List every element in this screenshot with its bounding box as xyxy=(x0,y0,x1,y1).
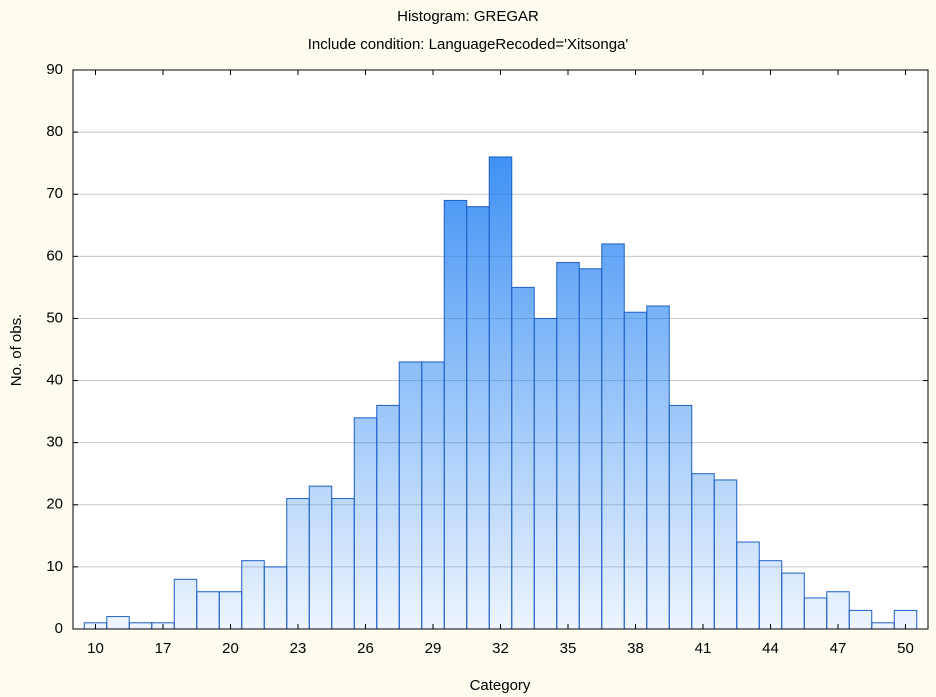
y-axis-label: No. of obs. xyxy=(8,314,25,387)
bar xyxy=(511,286,535,630)
bar xyxy=(106,616,130,630)
bar xyxy=(623,311,648,630)
x-tick-label: 50 xyxy=(897,640,914,657)
bar xyxy=(533,317,558,630)
chart-subtitle: Include condition: LanguageRecoded='Xits… xyxy=(308,36,629,53)
bar xyxy=(196,591,220,630)
plot-frame xyxy=(72,69,929,630)
bar xyxy=(758,560,783,630)
x-tick-label: 26 xyxy=(357,640,374,657)
bar xyxy=(466,206,490,630)
bar xyxy=(781,572,805,630)
bar xyxy=(578,268,603,630)
y-tick-label: 90 xyxy=(46,61,63,78)
bar xyxy=(826,591,850,630)
bar xyxy=(668,404,693,630)
bar xyxy=(646,305,670,630)
x-tick-label: 44 xyxy=(762,640,779,657)
x-axis-label: Category xyxy=(470,677,531,694)
y-tick-label: 70 xyxy=(46,185,63,202)
chart-title: Histogram: GREGAR xyxy=(397,8,539,25)
bar xyxy=(736,541,760,630)
y-tick-label: 0 xyxy=(55,620,63,637)
bar xyxy=(556,262,580,630)
bar xyxy=(128,622,153,630)
x-tick-label: 41 xyxy=(695,640,712,657)
bar xyxy=(803,597,828,630)
x-tick-label: 17 xyxy=(155,640,172,657)
bar xyxy=(488,156,513,630)
bar xyxy=(443,199,468,630)
x-tick-label: 10 xyxy=(87,640,104,657)
bar xyxy=(218,591,243,630)
bar xyxy=(713,479,738,630)
y-tick-label: 50 xyxy=(46,309,63,326)
bar xyxy=(421,361,445,630)
y-tick-label: 10 xyxy=(46,558,63,575)
bar xyxy=(871,622,895,630)
x-tick-label: 29 xyxy=(425,640,442,657)
y-tick-label: 80 xyxy=(46,123,63,140)
bar xyxy=(601,243,625,630)
x-tick-label: 35 xyxy=(560,640,577,657)
y-tick-label: 60 xyxy=(46,247,63,264)
x-tick-label: 23 xyxy=(290,640,307,657)
y-tick-label: 20 xyxy=(46,496,63,513)
x-tick-label: 20 xyxy=(222,640,239,657)
y-tick-label: 30 xyxy=(46,434,63,451)
bar xyxy=(848,609,873,630)
bar xyxy=(241,560,265,630)
x-tick-label: 38 xyxy=(627,640,644,657)
x-tick-label: 32 xyxy=(492,640,509,657)
x-tick-label: 47 xyxy=(830,640,847,657)
bar xyxy=(286,498,310,630)
y-tick-label: 40 xyxy=(46,372,63,389)
bar xyxy=(376,404,400,630)
bar xyxy=(173,578,198,630)
bar xyxy=(308,485,333,630)
bar xyxy=(398,361,423,630)
bar xyxy=(353,417,378,630)
bar xyxy=(263,566,288,630)
bar xyxy=(691,473,715,630)
bar xyxy=(331,498,355,630)
